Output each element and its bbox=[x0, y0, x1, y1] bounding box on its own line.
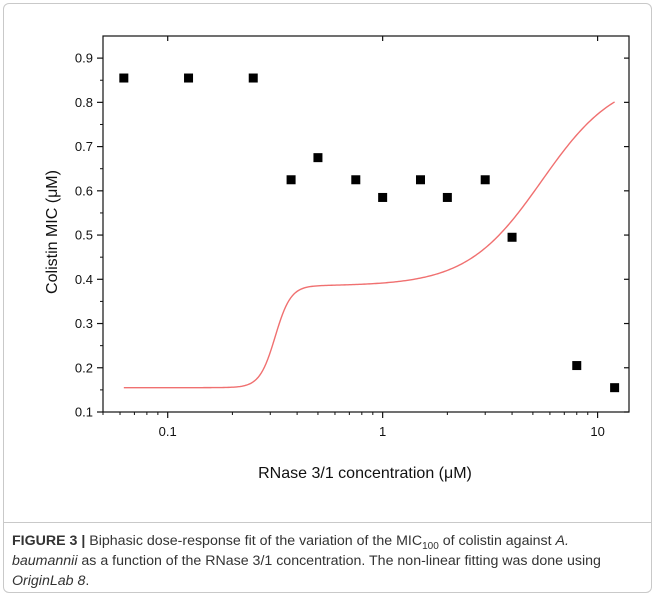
figure-label: FIGURE 3 | bbox=[12, 533, 86, 549]
data-points-layer bbox=[119, 73, 620, 393]
figure-caption: FIGURE 3 | Biphasic dose-response fit of… bbox=[12, 531, 637, 591]
x-tick-label: 0.1 bbox=[159, 424, 177, 439]
caption-divider bbox=[4, 522, 651, 523]
data-point bbox=[507, 232, 517, 242]
caption-text-1: Biphasic dose-response fit of the variat… bbox=[85, 533, 423, 549]
y-tick-label: 0.7 bbox=[75, 139, 93, 154]
y-tick-label: 0.3 bbox=[75, 316, 93, 331]
caption-text-3: as a function of the RNase 3/1 concentra… bbox=[77, 553, 601, 569]
y-tick-label: 0.9 bbox=[75, 51, 93, 66]
x-tick-label: 1 bbox=[379, 424, 386, 439]
y-tick-label: 0.4 bbox=[75, 272, 93, 287]
data-point bbox=[248, 73, 258, 83]
caption-software: OriginLab 8 bbox=[12, 573, 86, 589]
y-tick-label: 0.1 bbox=[75, 405, 93, 420]
x-axis-title: RNase 3/1 concentration (μM) bbox=[258, 465, 472, 482]
data-point bbox=[415, 175, 425, 185]
figure-frame bbox=[3, 3, 652, 593]
chart: 0.1 0.2 0.3 0.4 0.5 0.6 0.7 0.8 0.9 0.1 1 10 RNase … bbox=[44, 35, 630, 482]
data-point bbox=[572, 361, 582, 371]
x-tick-label: 10 bbox=[590, 424, 604, 439]
data-point bbox=[351, 175, 361, 185]
y-axis-title: Colistin MIC (μM) bbox=[44, 170, 61, 294]
data-point bbox=[378, 192, 388, 202]
data-point bbox=[119, 73, 129, 83]
plot-area-frame bbox=[102, 35, 630, 413]
caption-species: A. baumannii bbox=[12, 533, 569, 569]
data-point bbox=[313, 153, 323, 163]
y-tick-label: 0.2 bbox=[75, 360, 93, 375]
caption-text-4: . bbox=[85, 573, 90, 589]
data-point bbox=[286, 175, 296, 185]
data-point bbox=[480, 175, 490, 185]
y-tick-label: 0.6 bbox=[75, 183, 93, 198]
data-point bbox=[442, 192, 452, 202]
fit-curve-layer bbox=[123, 101, 615, 389]
caption-subscript: 100 bbox=[422, 540, 439, 552]
y-tick-label: 0.8 bbox=[75, 95, 93, 110]
fit-curve bbox=[123, 101, 615, 389]
data-point bbox=[610, 383, 620, 393]
caption-text-2: of colistin against bbox=[438, 533, 556, 549]
data-point bbox=[184, 73, 194, 83]
y-tick-label: 0.5 bbox=[75, 228, 93, 243]
chart-axes: 0.1 0.2 0.3 0.4 0.5 0.6 0.7 0.8 0.9 0.1 1 10 bbox=[75, 35, 630, 439]
